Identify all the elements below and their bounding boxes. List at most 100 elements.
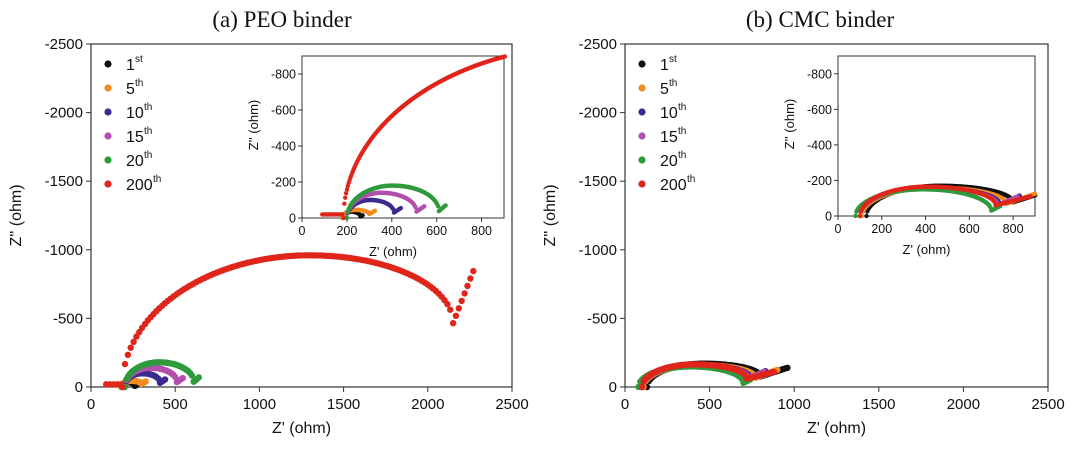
series-20th <box>121 359 202 391</box>
legend-marker <box>104 84 112 92</box>
y-tick-label: 0 <box>75 379 83 396</box>
legend-label: 15 <box>126 129 144 146</box>
legend-label-superscript: st <box>669 54 677 65</box>
data-point <box>770 368 778 376</box>
legend-label: 5 <box>126 81 135 98</box>
legend-marker <box>104 156 112 164</box>
x-tick-label: 1000 <box>243 396 276 413</box>
x-tick-label: 1500 <box>862 396 895 413</box>
data-point <box>188 372 196 379</box>
x-tick-label: 200 <box>871 222 892 236</box>
y-tick-label: -400 <box>271 140 296 154</box>
y-tick-label: 0 <box>609 379 617 396</box>
y-tick-label: 0 <box>289 212 296 226</box>
y-tick-label: -2000 <box>579 105 617 122</box>
data-point <box>444 301 451 308</box>
y-tick-label: -200 <box>271 176 296 190</box>
x-tick-label: 400 <box>381 224 402 238</box>
inset-chart: 0 200 400 600 800 0 -200 -400 -600 -800 Z' (ohm) Z'… <box>782 55 1038 257</box>
y-tick-label: -200 <box>807 174 832 188</box>
data-point <box>461 290 468 297</box>
data-point <box>179 374 186 382</box>
data-point <box>447 306 454 313</box>
x-tick-label: 0 <box>87 396 95 413</box>
inset-chart: 0 200 400 600 800 0 -200 -400 -600 -800 Z' (ohm) Z'… <box>246 54 508 259</box>
data-point <box>638 383 646 391</box>
legend-label: 10 <box>126 105 144 122</box>
legend-marker <box>638 84 646 92</box>
x-tick-label: 600 <box>426 224 447 238</box>
data-point <box>161 376 169 383</box>
y-axis-label: Z'' (ohm) <box>542 184 559 246</box>
y-tick-label: -600 <box>807 103 832 117</box>
inset-data-point <box>343 195 348 200</box>
inset-plot-frame <box>837 55 1036 217</box>
legend-label: 200 <box>660 177 687 194</box>
inset-data-point <box>1032 191 1038 196</box>
y-tick-label: 0 <box>825 210 832 224</box>
x-axis-label: Z' (ohm) <box>807 420 866 437</box>
y-axis-label: Z'' (ohm) <box>8 184 25 246</box>
x-tick-label: 0 <box>299 224 306 238</box>
data-point <box>449 320 457 327</box>
inset-data-point <box>342 201 347 206</box>
data-point <box>127 344 134 351</box>
inset-x-axis-label: Z' (ohm) <box>369 244 417 259</box>
legend-label-superscript: st <box>135 54 143 65</box>
legend-label-superscript: th <box>144 150 152 161</box>
legend-marker <box>104 60 112 68</box>
x-tick-label: 0 <box>835 222 842 236</box>
data-point <box>467 275 474 282</box>
inset-data-point <box>398 205 403 211</box>
inset-data-point <box>435 204 441 209</box>
y-tick-label: -2500 <box>45 36 83 53</box>
legend-label-superscript: th <box>153 174 161 185</box>
legend-label: 20 <box>126 153 144 170</box>
x-tick-label: 400 <box>915 222 936 236</box>
legend-label-superscript: th <box>135 78 143 89</box>
legend-marker <box>104 180 112 188</box>
legend-label-superscript: th <box>678 126 686 137</box>
data-point <box>142 378 149 385</box>
x-tick-label: 2000 <box>411 396 444 413</box>
x-tick-label: 200 <box>336 224 357 238</box>
x-tick-label: 2000 <box>947 396 980 413</box>
y-tick-label: -2500 <box>579 36 617 53</box>
legend-label: 20 <box>660 153 678 170</box>
legend-marker <box>638 132 646 140</box>
inset-data-point <box>864 213 869 219</box>
legend-label-superscript: th <box>678 150 686 161</box>
chart-title: (a) PEO binder <box>212 7 352 32</box>
x-tick-label: 0 <box>621 396 629 413</box>
data-point <box>130 338 137 345</box>
x-axis-label: Z' (ohm) <box>272 420 331 437</box>
y-tick-label: -800 <box>271 68 296 82</box>
legend-marker <box>638 60 646 68</box>
inset-y-axis-label: Z'' (ohm) <box>246 100 261 150</box>
x-tick-label: 2500 <box>495 396 528 413</box>
y-tick-label: -500 <box>587 310 617 327</box>
inset-x-axis-label: Z' (ohm) <box>903 242 951 257</box>
data-point <box>464 282 471 290</box>
x-tick-label: 1000 <box>778 396 811 413</box>
legend-label: 200 <box>126 177 153 194</box>
inset-data-point <box>340 212 345 217</box>
y-tick-label: -1000 <box>579 242 617 259</box>
data-point <box>784 364 791 371</box>
legend-label: 1 <box>126 57 135 74</box>
inset-series-200th <box>857 184 1033 219</box>
inset-data-point <box>343 191 349 196</box>
data-point <box>458 297 465 305</box>
x-tick-label: 2500 <box>1031 396 1064 413</box>
inset-series-20th <box>344 183 448 221</box>
legend-label-superscript: th <box>144 102 152 113</box>
y-tick-label: -1000 <box>45 242 83 259</box>
inset-y-axis-label: Z'' (ohm) <box>782 99 797 149</box>
inset-data-point <box>1028 194 1033 199</box>
legend-marker <box>104 108 112 116</box>
inset-data-point <box>341 215 346 221</box>
inset-data-point <box>360 213 365 218</box>
